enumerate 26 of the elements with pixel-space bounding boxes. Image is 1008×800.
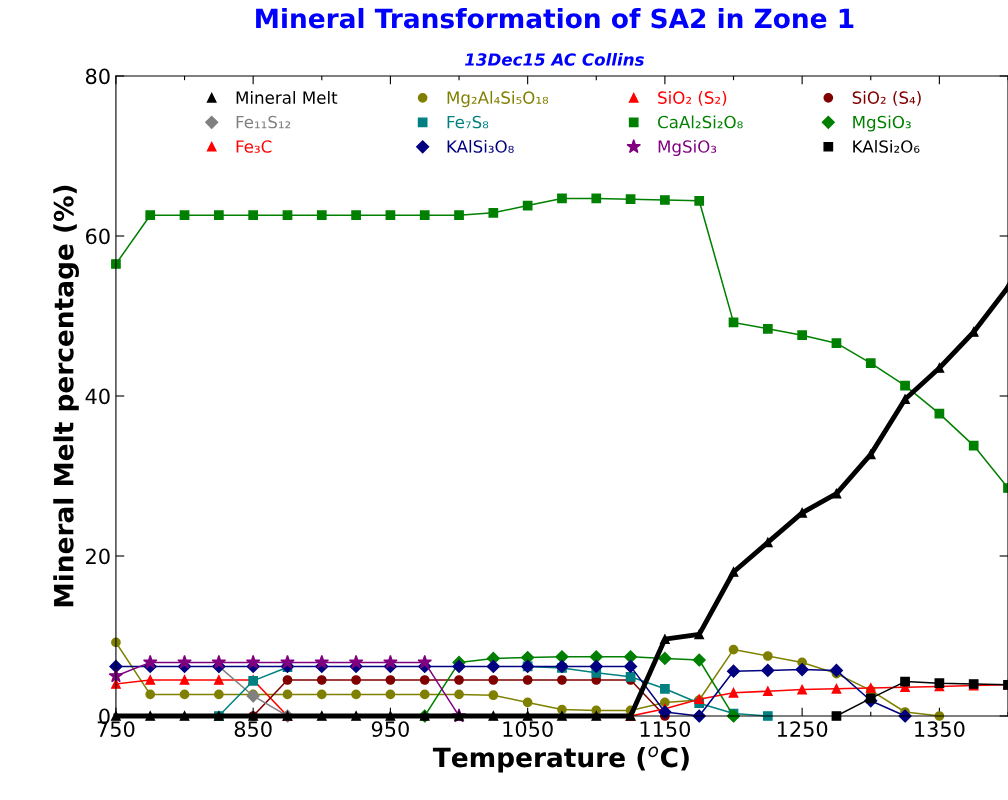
legend-label: Fe₃C [236,140,272,153]
legend-label: Mineral Melt [236,91,338,104]
chart-title: Mineral Transformation of SA2 in Zone 1 [256,7,854,29]
y-tick-label: 60 [86,228,110,245]
x-tick-label: 1350 [915,721,965,737]
legend-label: SiO₂ (S₄) [852,91,921,106]
y-tick-label: 40 [85,388,110,405]
x-tick-label: 850 [234,721,272,737]
x-axis-title: Temperature ($^{o}$C) [432,746,689,773]
y-tick-label: 80 [85,68,110,85]
legend-label: CaAl₂Si₂O₈ [657,115,743,129]
x-tick-label: 950 [371,721,409,737]
legend-label: MgSiO₃ [658,139,717,157]
legend-label: KAlSi₃O₈ [447,139,514,153]
x-tick-label: 1250 [777,721,828,737]
x-tick-label: 1150 [640,721,691,737]
x-tick-label: 1050 [503,721,553,737]
legend-label: Fe₁₁S₁₂ [236,115,291,129]
y-axis-title: Mineral Melt percentage (%) [53,185,79,607]
legend-label: KAlSi₂O₆ [853,139,920,153]
chart-subtitle: 13Dec15 AC Collins [465,52,644,66]
legend-label: MgSiO₃ [853,115,911,132]
legend-label: SiO₂ (S₂) [658,91,727,106]
legend-label: Fe₇S₈ [447,115,489,129]
y-tick-label: 20 [86,548,110,565]
legend-label: Mg₂Al₄Si₅O₁₈ [447,91,549,108]
